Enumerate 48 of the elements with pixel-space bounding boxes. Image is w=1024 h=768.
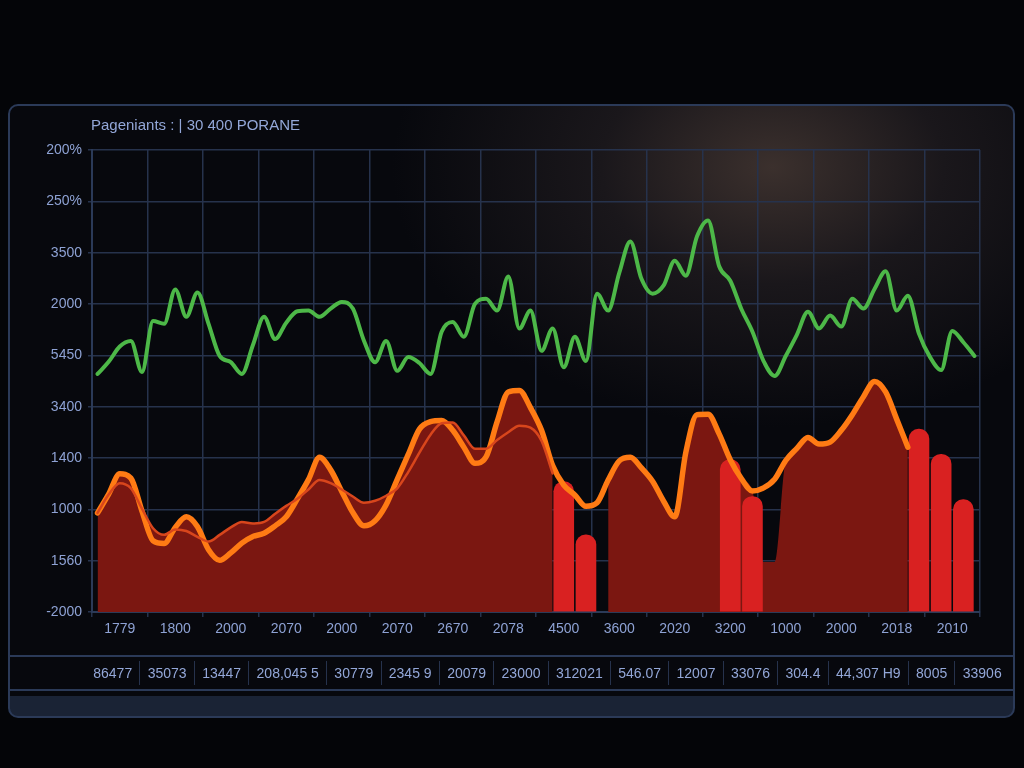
x-tick-label: 1800 xyxy=(159,620,192,637)
text: 250% xyxy=(46,192,82,209)
x-tick-label: 2018 xyxy=(881,620,913,637)
text: 3400 xyxy=(50,397,83,414)
x-tick-label: 2070 xyxy=(270,620,303,637)
x-tick-label: 2010 xyxy=(936,620,969,637)
bar xyxy=(908,428,930,612)
text: 312021 xyxy=(547,661,610,685)
x-tick-label: 3600 xyxy=(603,620,636,637)
x-tick-label: 2000 xyxy=(326,620,358,637)
x-tick-label: 2000 xyxy=(215,620,247,637)
text: 200% xyxy=(46,140,82,157)
text: 30779 xyxy=(326,661,381,685)
x-tick-label: 2000 xyxy=(825,620,858,637)
text: 1000 xyxy=(50,500,83,517)
bar xyxy=(575,534,597,612)
text: 2000 xyxy=(50,294,83,311)
text: 2345 9 xyxy=(380,661,439,685)
bar xyxy=(930,453,952,612)
bar xyxy=(553,481,575,612)
text: 33906 xyxy=(954,661,1009,685)
bar xyxy=(953,499,974,612)
text: 546.07 xyxy=(609,661,669,685)
text: 23000 xyxy=(493,661,548,685)
text: 35073 xyxy=(139,661,194,685)
x-tick-label: 3200 xyxy=(714,620,747,637)
text: 3500 xyxy=(50,243,83,260)
text: 33076 xyxy=(722,661,778,685)
x-tick-label: 4500 xyxy=(548,620,580,637)
text: 208,045 5 xyxy=(248,661,327,685)
x-tick-label: 2670 xyxy=(437,620,469,637)
text: -2000 xyxy=(46,602,83,619)
x-tick-label: 2078 xyxy=(492,620,525,637)
text: 20079 xyxy=(438,661,494,685)
x-tick-label: 2070 xyxy=(381,620,414,637)
text: 1560 xyxy=(50,551,83,568)
text: 304.4 xyxy=(777,661,828,685)
text: 5450 xyxy=(50,346,83,363)
x-tick-label: 1779 xyxy=(104,620,136,637)
text: 13447 xyxy=(193,661,249,685)
chart-title: Pageniants : | 30 400 PORANE xyxy=(91,116,301,133)
x-tick-label: 2020 xyxy=(659,620,691,637)
text: 8005 xyxy=(907,661,955,685)
text: 44,307 H9 xyxy=(827,661,908,685)
text: 1400 xyxy=(50,448,83,465)
text: 12007 xyxy=(668,661,723,685)
text: 86477 xyxy=(92,664,134,683)
x-tick-label: 1000 xyxy=(770,620,802,637)
